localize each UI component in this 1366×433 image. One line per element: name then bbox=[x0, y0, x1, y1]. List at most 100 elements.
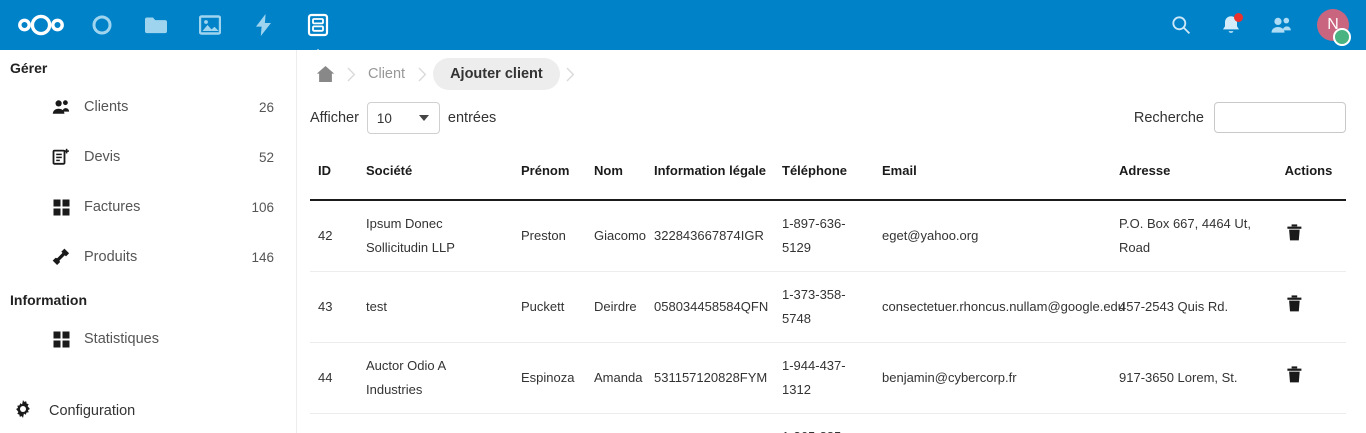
cell-telephone: 1-897-636-5129 bbox=[774, 200, 874, 272]
page-length-prefix-label: Afficher bbox=[310, 110, 359, 126]
dashboard-app-icon[interactable] bbox=[77, 0, 127, 50]
sidebar-item-label: Produits bbox=[84, 249, 138, 265]
clients-table-container: ID Société Prénom Nom Information légale… bbox=[298, 144, 1366, 433]
product-icon bbox=[52, 248, 70, 266]
breadcrumb-item-client[interactable]: Client bbox=[368, 66, 406, 82]
delete-icon[interactable] bbox=[1285, 223, 1303, 243]
sidebar-item-configuration[interactable]: Configuration bbox=[0, 389, 296, 433]
notification-badge bbox=[1234, 13, 1243, 22]
table-row[interactable]: 42 Ipsum Donec Sollicitudin LLP Preston Gia… bbox=[310, 200, 1346, 272]
cell-actions bbox=[1271, 413, 1346, 433]
table-header: ID Société Prénom Nom Information légale… bbox=[310, 144, 1346, 201]
sidebar-item-devis[interactable]: Devis 52 bbox=[0, 132, 296, 182]
column-header-adresse[interactable]: Adresse bbox=[1111, 144, 1271, 201]
cell-societe: Ipsum Donec Sollicitudin LLP bbox=[358, 200, 513, 272]
main-content: Client Ajouter client Afficher 10 entrée… bbox=[298, 50, 1366, 433]
table-row[interactable]: 45Donec FoundationDawsonOdette4661435827… bbox=[310, 413, 1346, 433]
cell-actions bbox=[1271, 271, 1346, 343]
column-header-id[interactable]: ID bbox=[310, 144, 358, 201]
files-app-icon[interactable] bbox=[131, 0, 181, 50]
column-header-societe[interactable]: Société bbox=[358, 144, 513, 201]
cell-information-legale: 466143582715TCR bbox=[646, 413, 774, 433]
cell-id: 43 bbox=[310, 271, 358, 343]
sidebar-caption-information: Information bbox=[10, 292, 87, 308]
quote-icon bbox=[52, 148, 70, 166]
cell-prenom: Puckett bbox=[513, 271, 586, 343]
cell-information-legale: 322843667874IGR bbox=[646, 200, 774, 272]
sidebar-item-clients[interactable]: Clients 26 bbox=[0, 82, 296, 132]
photos-app-icon[interactable] bbox=[185, 0, 235, 50]
sidebar-item-count: 106 bbox=[251, 199, 274, 215]
sidebar-item-statistiques[interactable]: Statistiques bbox=[0, 314, 296, 364]
cell-nom: Giacomo bbox=[586, 200, 646, 272]
cell-nom: Odette bbox=[586, 413, 646, 433]
cell-nom: Deirdre bbox=[586, 271, 646, 343]
table-row[interactable]: 44 Auctor Odio A Industries Espinoza Amanda… bbox=[310, 342, 1346, 414]
cell-information-legale: 531157120828FYM bbox=[646, 342, 774, 414]
clients-icon bbox=[52, 98, 70, 116]
chevron-right-icon bbox=[340, 59, 362, 89]
search-label: Recherche bbox=[1133, 109, 1204, 126]
column-header-information-legale[interactable]: Information légale bbox=[646, 144, 774, 201]
cell-adresse: P.O. Box 667, 4464 Ut, Road bbox=[1111, 200, 1271, 272]
cell-societe: Donec Foundation bbox=[358, 413, 513, 433]
sidebar-item-label: Factures bbox=[84, 199, 141, 215]
contacts-icon[interactable] bbox=[1256, 0, 1306, 50]
search-icon[interactable] bbox=[1156, 0, 1206, 50]
clients-table: ID Société Prénom Nom Information légale… bbox=[310, 144, 1346, 433]
column-header-nom[interactable]: Nom bbox=[586, 144, 646, 201]
table-row[interactable]: 43 test Puckett Deirdre 058034458584QFN 1-373… bbox=[310, 271, 1346, 343]
chevron-right-icon bbox=[411, 59, 433, 89]
app-header: N bbox=[0, 0, 1366, 59]
delete-icon[interactable] bbox=[1285, 294, 1303, 314]
chevron-right-icon bbox=[560, 59, 582, 89]
column-header-actions: Actions bbox=[1271, 144, 1346, 201]
cell-id: 42 bbox=[310, 200, 358, 272]
app-navigation-sidebar: Gérer Clients 26 Devis 52 bbox=[0, 50, 297, 433]
chevron-down-icon bbox=[418, 115, 429, 121]
cell-telephone: 1-373-358-5748 bbox=[774, 271, 874, 343]
page-length-suffix-label: entrées bbox=[447, 110, 497, 126]
cell-email: consectetuer.rhoncus.nullam@google.edu bbox=[874, 271, 1125, 343]
cell-prenom: Preston bbox=[513, 200, 586, 272]
cell-actions bbox=[1271, 200, 1346, 272]
search-input[interactable] bbox=[1214, 102, 1346, 133]
notifications-icon[interactable] bbox=[1206, 0, 1256, 50]
sidebar-item-count: 146 bbox=[251, 249, 274, 265]
cell-societe: Auctor Odio A Industries bbox=[358, 342, 513, 414]
cell-information-legale: 058034458584QFN bbox=[646, 271, 774, 343]
table-header-row: ID Société Prénom Nom Information légale… bbox=[310, 144, 1346, 201]
home-icon[interactable] bbox=[310, 59, 340, 89]
cell-adresse: 917-3650 Lorem, St. bbox=[1111, 342, 1271, 414]
sidebar-caption-manage: Gérer bbox=[10, 60, 48, 76]
invoices-app-icon[interactable] bbox=[293, 0, 343, 59]
delete-icon[interactable] bbox=[1285, 365, 1303, 385]
statistics-icon bbox=[52, 330, 70, 348]
invoice-icon bbox=[52, 198, 70, 216]
avatar[interactable]: N bbox=[1306, 0, 1360, 50]
cell-email: eget@yahoo.org bbox=[874, 200, 1111, 272]
breadcrumb-item-ajouter-client[interactable]: Ajouter client bbox=[433, 58, 560, 90]
cell-prenom: Espinoza bbox=[513, 342, 586, 414]
cell-societe: test bbox=[358, 271, 513, 343]
sidebar-item-label: Statistiques bbox=[84, 331, 159, 347]
column-header-telephone[interactable]: Téléphone bbox=[774, 144, 874, 201]
table-controls: Afficher 10 entrées Recherche bbox=[298, 96, 1366, 144]
sidebar-item-label: Clients bbox=[84, 99, 129, 115]
activity-app-icon[interactable] bbox=[239, 0, 289, 50]
column-header-prenom[interactable]: Prénom bbox=[513, 144, 586, 201]
sidebar-item-count: 26 bbox=[258, 99, 274, 115]
page-length-control: Afficher 10 entrées bbox=[310, 102, 496, 134]
page-length-value: 10 bbox=[376, 110, 392, 126]
sidebar-item-produits[interactable]: Produits 146 bbox=[0, 232, 296, 282]
column-header-email[interactable]: Email bbox=[874, 144, 1111, 201]
nextcloud-logo[interactable] bbox=[5, 0, 77, 50]
cell-telephone: 1-944-437-1312 bbox=[774, 342, 874, 414]
page-length-select[interactable]: 10 bbox=[366, 102, 440, 134]
cell-telephone: 1-365-885-2143 bbox=[774, 413, 874, 433]
status-badge-online bbox=[1333, 28, 1351, 46]
table-body: 42 Ipsum Donec Sollicitudin LLP Preston Gia… bbox=[310, 200, 1346, 433]
sidebar-item-factures[interactable]: Factures 106 bbox=[0, 182, 296, 232]
search-control: Recherche bbox=[1134, 102, 1346, 133]
cell-id: 45 bbox=[310, 413, 358, 433]
